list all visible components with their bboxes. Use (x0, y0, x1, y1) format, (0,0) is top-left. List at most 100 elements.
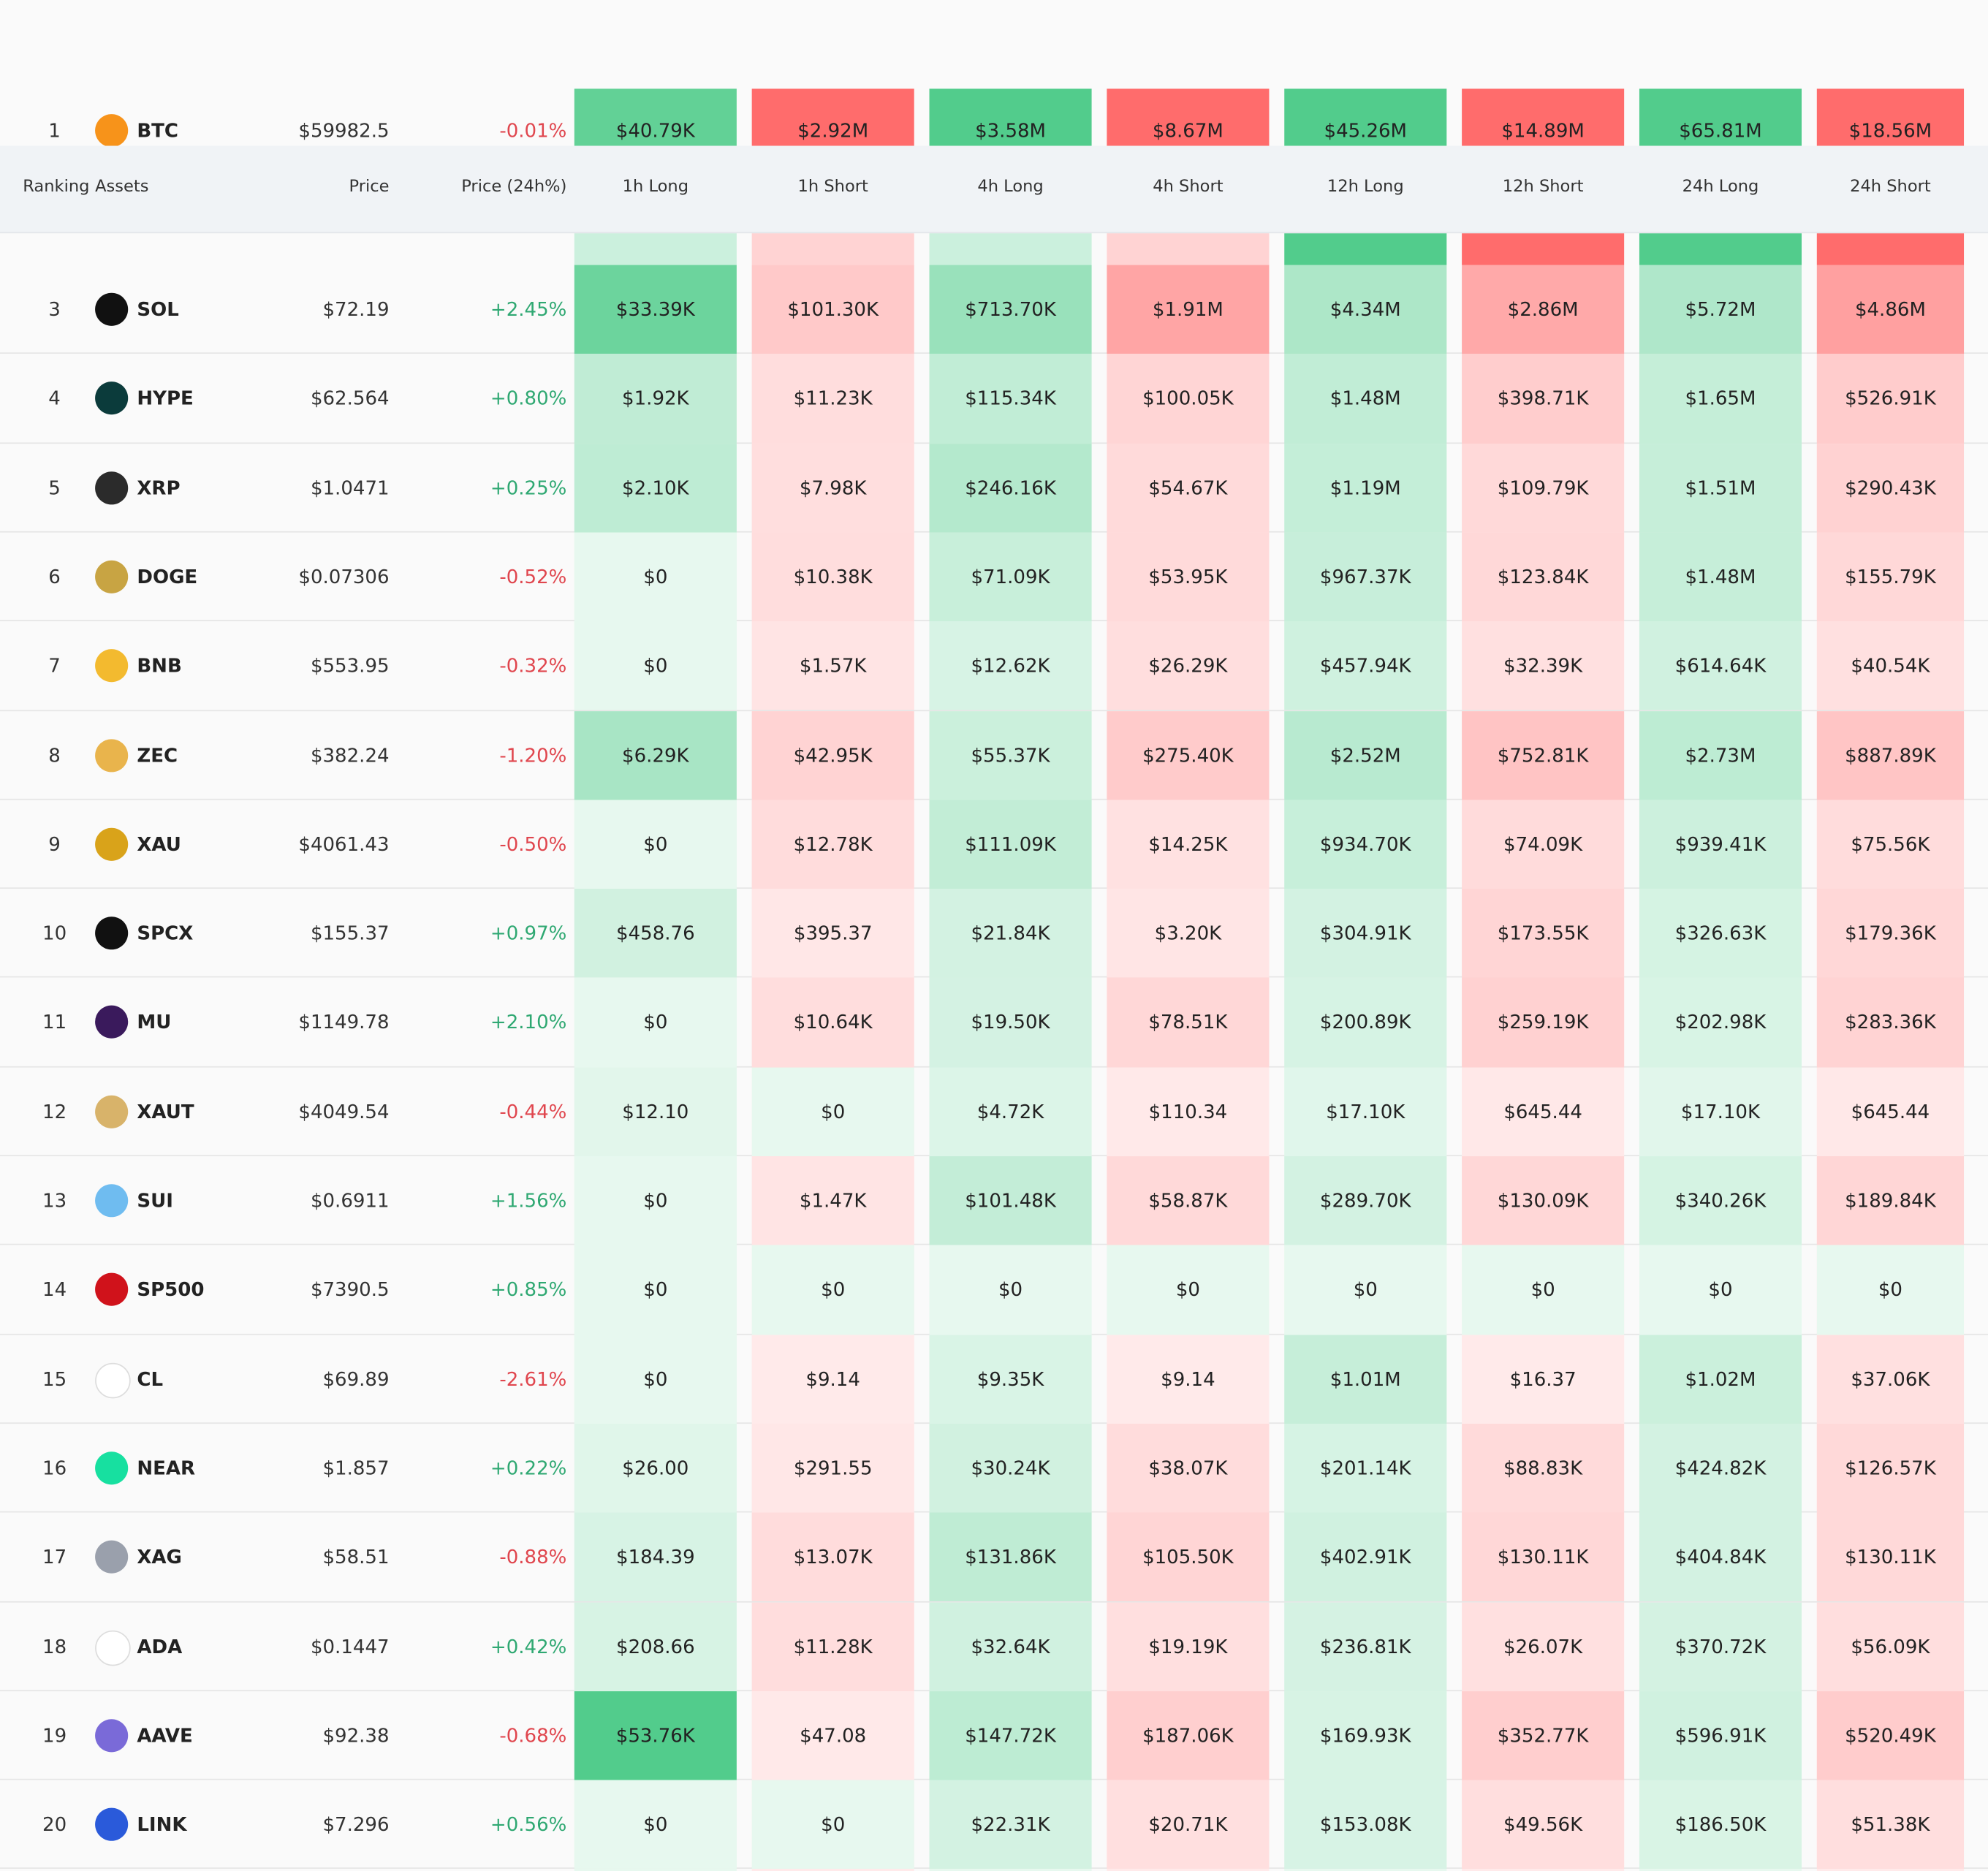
cell-bg (929, 1780, 1092, 1870)
price-change: +2.10% (490, 1011, 567, 1034)
hidden-row-strip (0, 232, 1988, 265)
rank: 20 (42, 1813, 67, 1837)
price: $553.95 (310, 654, 390, 678)
cell-bg (1284, 1690, 1447, 1780)
cell-value: $74.09K (1503, 832, 1583, 856)
cell-value: $55.37K (971, 743, 1050, 767)
cell-value: $2.73M (1685, 743, 1756, 767)
cell-bg (1816, 1245, 1965, 1335)
cell-bg (1816, 889, 1965, 979)
price: $7.296 (322, 1813, 390, 1837)
cell-value: $0 (643, 832, 668, 856)
cell-bg (929, 621, 1092, 711)
cell-value: $11.28K (793, 1634, 873, 1658)
asset-icon (95, 916, 129, 950)
cell-bg (929, 88, 1092, 146)
asset-name: BNB (137, 654, 182, 678)
cell-bg (751, 1067, 914, 1157)
cell-bg (1284, 1334, 1447, 1424)
cell-value: $526.91K (1845, 387, 1936, 410)
cell-bg (1816, 1780, 1965, 1870)
cell-value: $126.57K (1845, 1456, 1936, 1480)
cell-value: $22.31K (971, 1813, 1050, 1837)
cell-value: $12.10 (622, 1100, 689, 1123)
cell-value: $32.64K (971, 1634, 1050, 1658)
price-change: -0.01% (499, 119, 567, 143)
cell-bg (1816, 710, 1965, 800)
price: $1.0471 (310, 476, 390, 499)
asset-name: ZEC (137, 743, 178, 767)
cell-bg (1462, 800, 1625, 889)
cell-value: $1.65M (1685, 387, 1756, 410)
cell-bg (1462, 1067, 1625, 1157)
cell-value: $11.23K (793, 387, 873, 410)
cell-bg (1284, 710, 1447, 800)
cell-value: $1.19M (1329, 476, 1401, 499)
price-change: -0.32% (499, 654, 567, 678)
cell-value: $40.54K (1851, 654, 1930, 678)
cell-bg (1284, 532, 1447, 622)
cell-bg (1462, 1334, 1625, 1424)
cell-bg (1462, 710, 1625, 800)
cell-value: $78.51K (1148, 1011, 1228, 1034)
cell-bg (1462, 1245, 1625, 1335)
cell-value: $352.77K (1497, 1723, 1589, 1747)
cell-value: $38.07K (1148, 1456, 1228, 1480)
cell-bg (574, 265, 737, 354)
cell-bg (1639, 88, 1802, 146)
cell-bg (929, 265, 1092, 354)
cell-value: $53.95K (1148, 565, 1228, 588)
cell-value: $37.06K (1851, 1367, 1930, 1391)
cell-bg (1284, 354, 1447, 444)
cell-bg (1639, 800, 1802, 889)
cell-value: $202.98K (1674, 1011, 1767, 1034)
cell-value: $16.37 (1509, 1367, 1577, 1391)
cell-value: $2.52M (1329, 743, 1401, 767)
asset-name: SPCX (137, 922, 194, 945)
price-change: -0.52% (499, 565, 567, 588)
cell-bg (929, 1512, 1092, 1602)
rank: 19 (42, 1723, 67, 1747)
asset-icon (95, 292, 129, 326)
price-change: -1.20% (499, 743, 567, 767)
cell-bg (574, 1690, 737, 1780)
cell-value: $246.16K (965, 476, 1056, 499)
cell-value: $51.38K (1851, 1813, 1930, 1837)
cell-value: $101.30K (787, 297, 879, 321)
cell-value: $19.19K (1148, 1634, 1228, 1658)
cell-value: $9.35K (976, 1367, 1044, 1391)
cell-bg (751, 1780, 914, 1870)
asset-name: HYPE (137, 387, 194, 410)
column-header: 4h Long (977, 177, 1044, 197)
asset-name: CL (137, 1367, 164, 1391)
rank: 9 (48, 832, 61, 856)
price-change: +2.45% (490, 297, 567, 321)
cell-bg (574, 1156, 737, 1245)
cell-value: $614.64K (1674, 654, 1767, 678)
cell-value: $21.84K (971, 922, 1050, 945)
cell-value: $189.84K (1845, 1189, 1936, 1212)
cell-bg (1284, 232, 1447, 265)
cell-bg (1284, 978, 1447, 1068)
cell-value: $17.10K (1326, 1100, 1405, 1123)
cell-value: $169.93K (1319, 1723, 1411, 1747)
cell-value: $424.82K (1674, 1456, 1767, 1480)
cell-value: $0 (998, 1278, 1023, 1302)
cell-bg (929, 532, 1092, 622)
price: $1.857 (322, 1456, 390, 1480)
cell-value: $0 (643, 565, 668, 588)
price: $0.07306 (298, 565, 390, 588)
price-change: -0.44% (499, 1100, 567, 1123)
cell-bg (1816, 1423, 1965, 1513)
cell-value: $30.24K (971, 1456, 1050, 1480)
cell-value: $32.39K (1503, 654, 1583, 678)
cell-value: $9.14 (1161, 1367, 1215, 1391)
cell-bg (1462, 1512, 1625, 1602)
column-header: Price (24h%) (461, 177, 567, 197)
column-header: Ranking (23, 177, 90, 197)
cell-bg (1816, 88, 1965, 146)
cell-value: $12.78K (793, 832, 873, 856)
cell-bg (1107, 232, 1270, 265)
cell-bg (751, 532, 914, 622)
